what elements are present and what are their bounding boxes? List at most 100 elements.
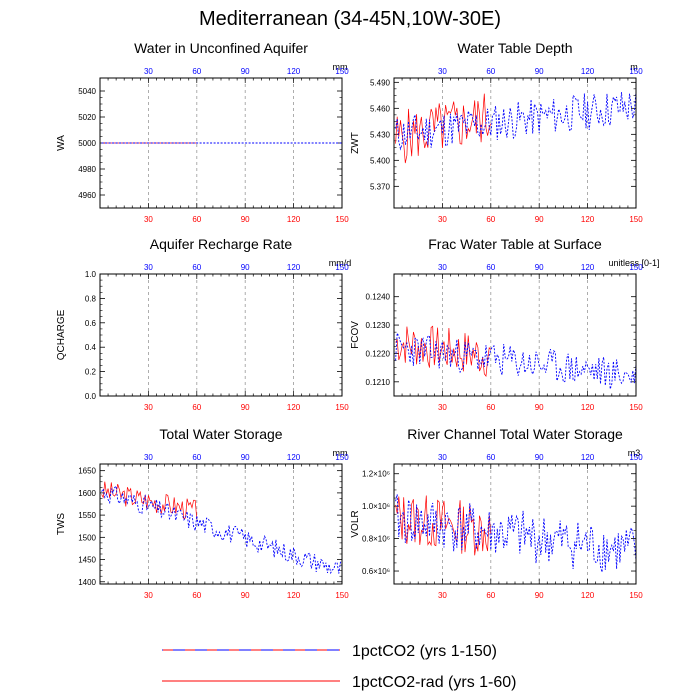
x-tick-label-top: 90 xyxy=(241,67,250,76)
x-tick-label-bottom: 90 xyxy=(241,591,250,600)
x-tick-label-top: 150 xyxy=(335,453,349,462)
y-tick-label: 0.1210 xyxy=(366,378,391,387)
x-tick-label-bottom: 150 xyxy=(335,215,349,224)
series-line-1pctco2-rad xyxy=(101,481,198,520)
x-tick-label-bottom: 60 xyxy=(192,215,201,224)
unit-label: m3 xyxy=(628,448,641,458)
x-tick-label-top: 90 xyxy=(241,453,250,462)
y-axis-label: TWS xyxy=(56,513,67,536)
x-tick-label-bottom: 90 xyxy=(241,215,250,224)
y-axis-label: FCOV xyxy=(350,321,361,349)
x-tick-label-bottom: 30 xyxy=(144,591,153,600)
unit-label: mm xyxy=(333,62,348,72)
y-tick-label: 1400 xyxy=(78,578,96,587)
unit-label: m xyxy=(630,62,638,72)
y-tick-label: 4980 xyxy=(78,165,96,174)
y-tick-label: 1.0×10⁶ xyxy=(362,502,390,511)
x-tick-label-bottom: 30 xyxy=(438,215,447,224)
x-tick-label-bottom: 60 xyxy=(486,403,495,412)
x-tick-label-top: 90 xyxy=(535,453,544,462)
x-tick-label-bottom: 60 xyxy=(192,403,201,412)
series-line-1pctco2 xyxy=(395,331,637,390)
x-tick-label-top: 30 xyxy=(438,263,447,272)
plot-frame xyxy=(393,77,637,209)
y-tick-label: 5020 xyxy=(78,113,96,122)
x-tick-label-bottom: 60 xyxy=(192,591,201,600)
x-tick-label-bottom: 120 xyxy=(287,403,301,412)
x-tick-label-top: 30 xyxy=(144,453,153,462)
series-line-1pctco2 xyxy=(395,494,637,573)
x-tick-label-bottom: 120 xyxy=(287,591,301,600)
x-tick-label-top: 30 xyxy=(144,263,153,272)
y-tick-label: 1450 xyxy=(78,556,96,565)
x-tick-label-bottom: 60 xyxy=(486,591,495,600)
panel-title: River Channel Total Water Storage xyxy=(407,426,623,442)
y-tick-label: 0.8×10⁶ xyxy=(362,535,390,544)
y-tick-label: 0.0 xyxy=(85,392,97,401)
panel-volr: River Channel Total Water Storage m3 30 30 6… xyxy=(350,426,643,600)
y-tick-label: 1.2×10⁶ xyxy=(362,470,390,479)
legend: 1pctCO2 (yrs 1-150) 1pctCO2-rad (yrs 1-6… xyxy=(162,643,517,691)
y-tick-label: 5.430 xyxy=(370,130,391,139)
unit-label: unitless [0-1] xyxy=(608,258,659,268)
x-tick-label-top: 150 xyxy=(629,263,643,272)
y-tick-label: 0.6 xyxy=(85,319,97,328)
x-tick-label-top: 30 xyxy=(438,67,447,76)
x-tick-label-bottom: 30 xyxy=(144,215,153,224)
legend-label-1pctco2: 1pctCO2 (yrs 1-150) xyxy=(352,643,497,660)
x-tick-label-top: 90 xyxy=(241,263,250,272)
panel-fcov: Frac Water Table at Surface unitless [0-1… xyxy=(350,236,660,412)
y-tick-label: 1550 xyxy=(78,511,96,520)
x-tick-label-top: 60 xyxy=(192,67,201,76)
y-tick-label: 0.6×10⁶ xyxy=(362,567,390,576)
plot-frame xyxy=(99,77,343,209)
x-tick-label-bottom: 150 xyxy=(629,591,643,600)
page-title: Mediterranean (34-45N,10W-30E) xyxy=(198,8,501,30)
x-tick-label-bottom: 30 xyxy=(144,403,153,412)
x-tick-label-top: 30 xyxy=(144,67,153,76)
x-tick-label-top: 60 xyxy=(486,263,495,272)
y-axis-label: QCHARGE xyxy=(56,309,67,360)
x-tick-label-top: 30 xyxy=(438,453,447,462)
plot-frame xyxy=(99,463,343,585)
panel-wa: Water in Unconfined Aquifer mm 30 30 60 60 90 9… xyxy=(56,40,349,224)
panel-title: Frac Water Table at Surface xyxy=(428,236,602,252)
panel-qcharge: Aquifer Recharge Rate mm/d 30 30 60 60 90 90 120… xyxy=(56,236,351,412)
y-axis-label: ZWT xyxy=(350,132,361,154)
x-tick-label-top: 60 xyxy=(486,67,495,76)
panel-tws: Total Water Storage mm 30 30 60 60 90 90 120 120 1… xyxy=(56,426,349,600)
legend-label-1pctco2-rad: 1pctCO2-rad (yrs 1-60) xyxy=(352,674,517,691)
x-tick-label-bottom: 60 xyxy=(486,215,495,224)
x-tick-label-top: 120 xyxy=(287,453,301,462)
unit-label: mm xyxy=(333,448,348,458)
panel-title: Aquifer Recharge Rate xyxy=(150,236,293,252)
x-tick-label-top: 60 xyxy=(486,453,495,462)
y-tick-label: 5.460 xyxy=(370,104,391,113)
x-tick-label-bottom: 90 xyxy=(535,591,544,600)
plot-frame xyxy=(393,273,637,397)
x-tick-label-top: 120 xyxy=(287,263,301,272)
y-tick-label: 0.1230 xyxy=(366,321,391,330)
y-tick-label: 5.490 xyxy=(370,78,391,87)
x-tick-label-bottom: 120 xyxy=(287,215,301,224)
y-tick-label: 5.370 xyxy=(370,182,391,191)
x-tick-label-top: 120 xyxy=(581,263,595,272)
x-tick-label-top: 90 xyxy=(535,263,544,272)
x-tick-label-bottom: 150 xyxy=(335,591,349,600)
y-tick-label: 0.1220 xyxy=(366,349,391,358)
y-tick-label: 5040 xyxy=(78,87,96,96)
y-axis-label: WA xyxy=(56,135,67,151)
series-line-1pctco2-rad xyxy=(395,93,492,164)
plot-frame xyxy=(393,463,637,585)
panel-zwt: Water Table Depth m 30 30 60 60 90 90 120 120 150 1… xyxy=(350,40,643,224)
x-tick-label-bottom: 30 xyxy=(438,403,447,412)
x-tick-label-top: 150 xyxy=(335,263,349,272)
unit-label: mm/d xyxy=(329,258,352,268)
panel-title: Water Table Depth xyxy=(457,40,572,56)
x-tick-label-top: 90 xyxy=(535,67,544,76)
series-line-1pctco2-rad xyxy=(395,495,492,556)
x-tick-label-bottom: 150 xyxy=(629,403,643,412)
series-line-1pctco2 xyxy=(395,91,637,151)
x-tick-label-top: 150 xyxy=(335,67,349,76)
panel-title: Water in Unconfined Aquifer xyxy=(134,40,308,56)
